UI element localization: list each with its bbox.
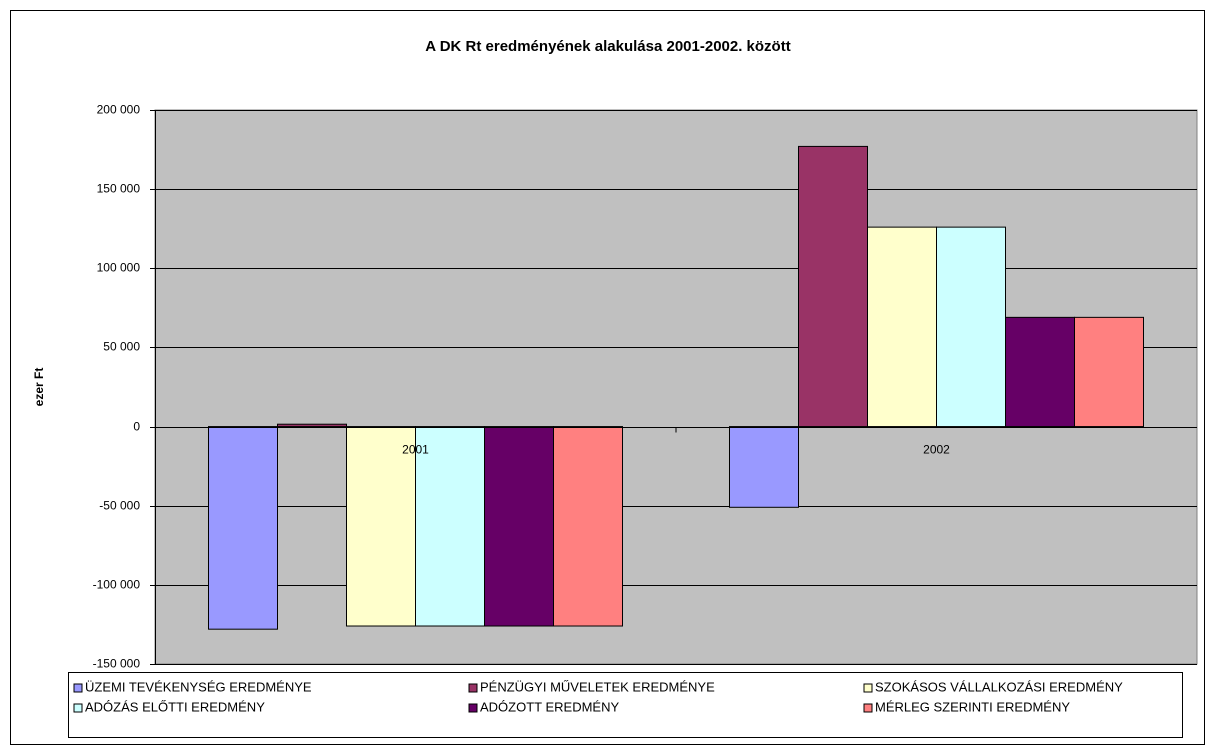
- x-tick-label: 2001: [402, 443, 429, 457]
- bar: [1005, 316, 1075, 428]
- x-tick-label: 2002: [923, 443, 950, 457]
- y-tick-label: -50 000: [99, 499, 140, 513]
- bar: [277, 423, 347, 428]
- y-tick-label: -150 000: [93, 657, 141, 671]
- y-tick-label: -100 000: [93, 578, 141, 592]
- bar: [1074, 316, 1144, 428]
- bar: [867, 226, 937, 428]
- bar: [729, 426, 799, 508]
- legend-label: PÉNZÜGYI MŰVELETEK EREDMÉNYE: [480, 679, 715, 694]
- bar: [798, 145, 868, 428]
- legend-label: ADÓZOTT EREDMÉNY: [480, 699, 619, 714]
- bar: [346, 426, 416, 627]
- legend-label: MÉRLEG SZERINTI EREDMÉNY: [875, 699, 1070, 714]
- legend-swatch: [73, 703, 83, 713]
- legend-swatch: [73, 683, 83, 693]
- legend: [68, 672, 1183, 738]
- y-tick-label: 0: [133, 420, 140, 434]
- legend-swatch: [468, 683, 478, 693]
- legend-swatch: [863, 703, 873, 713]
- legend-swatch: [863, 683, 873, 693]
- legend-label: ADÓZÁS ELŐTTI EREDMÉNY: [85, 699, 265, 714]
- chart-title: A DK Rt eredményének alakulása 2001-2002…: [425, 38, 790, 55]
- bar: [553, 426, 623, 627]
- y-axis-label: ezer Ft: [32, 368, 46, 407]
- y-tick-label: 50 000: [103, 340, 140, 354]
- bar: [484, 426, 554, 627]
- y-tick-label: 150 000: [97, 182, 141, 196]
- legend-label: SZOKÁSOS VÁLLALKOZÁSI EREDMÉNY: [875, 679, 1123, 694]
- legend-swatch: [468, 703, 478, 713]
- y-tick-label: 200 000: [97, 103, 141, 117]
- bar: [936, 226, 1006, 428]
- legend-label: ÜZEMI TEVÉKENYSÉG EREDMÉNYE: [85, 679, 312, 694]
- y-tick-label: 100 000: [97, 261, 141, 275]
- bar: [208, 426, 278, 630]
